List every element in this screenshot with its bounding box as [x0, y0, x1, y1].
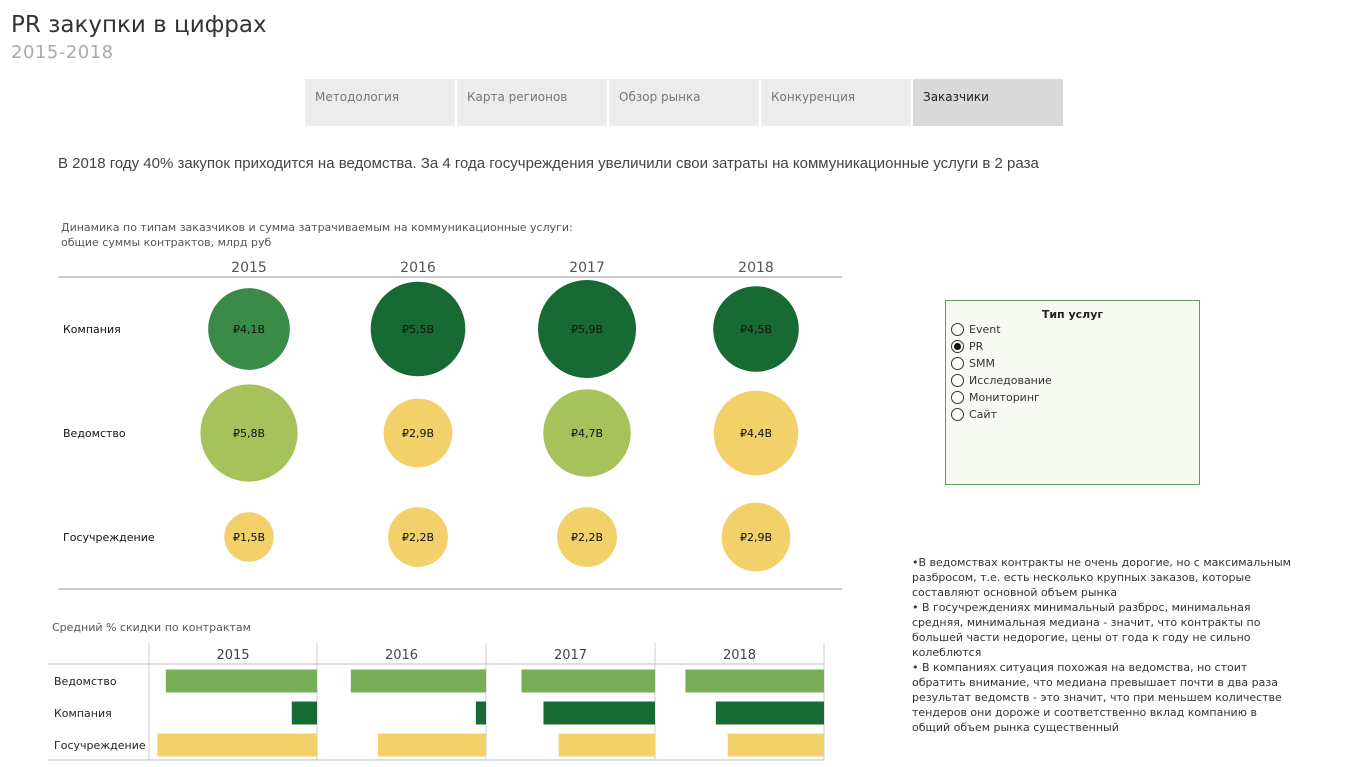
bubble-value-label: ₽1,5B	[233, 531, 265, 544]
filter-option-label: Сайт	[969, 408, 997, 421]
filter-option[interactable]: PR	[951, 338, 983, 355]
bar-mark[interactable]	[165, 669, 317, 693]
bubble-year-label: 2017	[569, 260, 605, 276]
bar-mark[interactable]	[715, 701, 824, 725]
bar-mark[interactable]	[685, 669, 824, 693]
bubble-value-label: ₽2,2B	[571, 531, 603, 544]
bubble-mark[interactable]	[224, 512, 274, 562]
bar-row-label: Госучреждение	[54, 739, 146, 752]
tab-market-overview[interactable]: Обзор рынка	[609, 79, 759, 126]
radio-icon[interactable]	[951, 408, 964, 421]
headline: В 2018 году 40% закупок приходится на ве…	[58, 155, 1039, 172]
bar-mark[interactable]	[157, 733, 317, 757]
bubble-value-label: ₽4,4B	[740, 427, 772, 440]
bubble-value-label: ₽2,2B	[402, 531, 434, 544]
bar-mark[interactable]	[521, 669, 655, 693]
bubble-year-label: 2018	[738, 260, 774, 276]
radio-icon[interactable]	[951, 374, 964, 387]
filter-option-label: Мониторинг	[969, 391, 1040, 404]
bubble-value-label: ₽5,9B	[571, 323, 603, 336]
filter-option-label: PR	[969, 340, 984, 353]
filter-option[interactable]: SMM	[951, 355, 995, 372]
radio-selected-icon[interactable]	[951, 340, 964, 353]
bubble-year-label: 2015	[231, 260, 267, 276]
tab-region-map[interactable]: Карта регионов	[457, 79, 607, 126]
note-paragraph: • В госучреждениях минимальный разброс, …	[912, 601, 1261, 659]
bubble-mark[interactable]	[388, 507, 448, 567]
bubble-caption-line1: Динамика по типам заказчиков и сумма зат…	[61, 221, 573, 234]
service-type-filter: Тип услуг Event PR SMM Исследование Монитори…	[945, 300, 1200, 485]
bubble-row-label: Госучреждение	[63, 531, 155, 544]
bubble-mark[interactable]	[200, 384, 298, 482]
tab-methodology[interactable]: Методология	[305, 79, 455, 126]
bar-mark[interactable]	[727, 733, 824, 757]
bubble-value-label: ₽4,5B	[740, 323, 772, 336]
tab-customers[interactable]: Заказчики	[913, 79, 1063, 126]
bar-mark[interactable]	[558, 733, 655, 757]
note-paragraph: • В компаниях ситуация похожая на ведомс…	[912, 661, 1282, 734]
bar-mark[interactable]	[291, 701, 317, 725]
page-title: PR закупки в цифрах	[11, 12, 267, 38]
bubble-year-label: 2016	[400, 260, 436, 276]
bubble-mark[interactable]	[370, 281, 466, 377]
page-subtitle: 2015-2018	[11, 42, 114, 63]
filter-title: Тип услуг	[1041, 308, 1104, 321]
bubble-mark[interactable]	[557, 507, 617, 567]
bubble-value-label: ₽5,8B	[233, 427, 265, 440]
bar-chart-caption: Средний % скидки по контрактам	[52, 621, 251, 634]
filter-option-label: SMM	[969, 357, 995, 370]
filter-option[interactable]: Event	[951, 321, 1001, 338]
filter-option[interactable]: Сайт	[951, 406, 997, 423]
radio-icon[interactable]	[951, 323, 964, 336]
bubble-value-label: ₽5,5B	[402, 323, 434, 336]
bubble-value-label: ₽4,7B	[571, 427, 603, 440]
bubble-chart-caption: Динамика по типам заказчиков и сумма зат…	[61, 220, 573, 250]
bar-chart: 2015 2016 2017 2018 Ведомство Компания Госучре…	[48, 643, 825, 761]
bar-mark[interactable]	[350, 669, 486, 693]
bubble-value-label: ₽2,9B	[402, 427, 434, 440]
radio-icon[interactable]	[951, 391, 964, 404]
bar-year-label: 2017	[554, 648, 587, 663]
notes-text: •В ведомствах контракты не очень дорогие…	[912, 555, 1292, 735]
bar-row-label: Компания	[54, 707, 112, 720]
bubble-mark[interactable]	[383, 398, 453, 468]
bubble-caption-line2: общие суммы контрактов, млрд руб	[61, 236, 272, 249]
bubble-mark[interactable]	[208, 288, 290, 370]
note-paragraph: •В ведомствах контракты не очень дорогие…	[912, 556, 1291, 599]
bar-year-label: 2018	[723, 648, 756, 663]
filter-option[interactable]: Мониторинг	[951, 389, 1040, 406]
bubble-row-label: Ведомство	[63, 427, 126, 440]
bubble-mark[interactable]	[713, 390, 799, 476]
bar-mark[interactable]	[377, 733, 486, 757]
bar-year-label: 2016	[385, 648, 418, 663]
bubble-mark[interactable]	[543, 389, 631, 477]
bar-mark[interactable]	[543, 701, 655, 725]
bubble-mark[interactable]	[538, 280, 636, 378]
bubble-mark[interactable]	[713, 286, 799, 372]
bar-year-label: 2015	[216, 648, 249, 663]
bubble-value-label: ₽4,1B	[233, 323, 265, 336]
tab-competition[interactable]: Конкуренция	[761, 79, 911, 126]
filter-option[interactable]: Исследование	[951, 372, 1052, 389]
radio-icon[interactable]	[951, 357, 964, 370]
filter-option-label: Исследование	[969, 374, 1052, 387]
filter-option-label: Event	[969, 323, 1001, 336]
bar-row-label: Ведомство	[54, 675, 117, 688]
bubble-value-label: ₽2,9B	[740, 531, 772, 544]
bubble-mark[interactable]	[721, 502, 791, 572]
bubble-chart: 2015 2016 2017 2018 Компания ₽4,1B ₽5,5B ₽5,9B ₽…	[58, 260, 842, 590]
bubble-row-label: Компания	[63, 323, 121, 336]
bar-mark[interactable]	[475, 701, 486, 725]
